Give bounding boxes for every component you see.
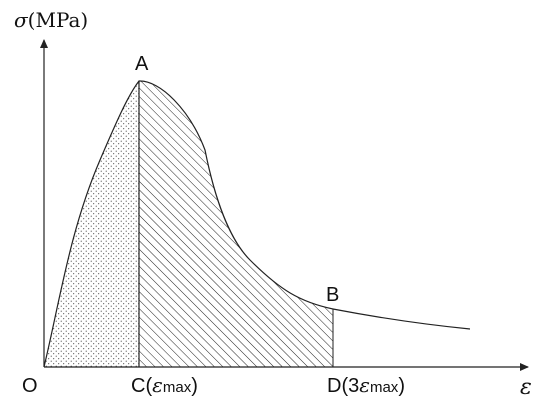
origin-label: O xyxy=(22,375,38,397)
x-axis-label: ε xyxy=(520,375,532,400)
post-peak-region xyxy=(139,80,333,368)
pre-peak-region xyxy=(44,81,139,367)
point-label-d: D(3εmax) xyxy=(327,373,405,397)
point-label-a: A xyxy=(135,53,149,75)
y-axis-label: σ(MPa) xyxy=(14,8,88,32)
point-label-b: B xyxy=(326,284,339,306)
point-label-c: C(εmax) xyxy=(131,373,198,397)
